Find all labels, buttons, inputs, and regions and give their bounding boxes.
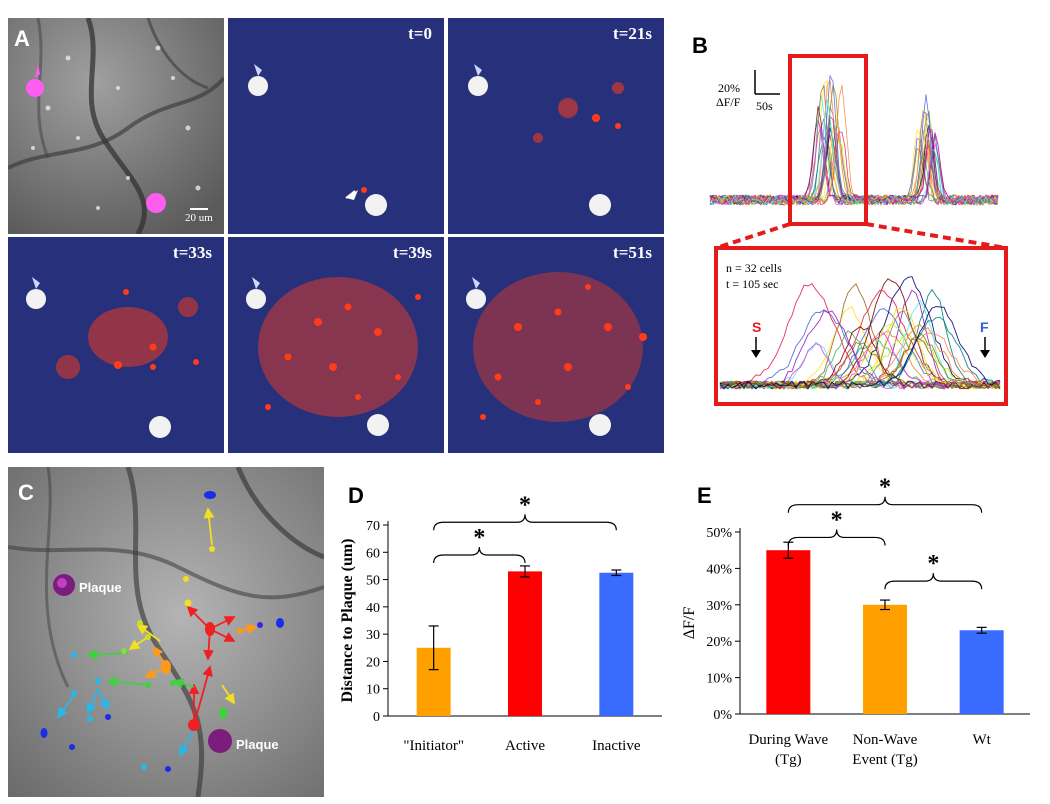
y-tick-label: 20 <box>366 655 380 670</box>
scale-bar-label: 20 um <box>185 212 213 224</box>
significance-star: * <box>519 492 531 518</box>
significance-star: * <box>831 507 843 533</box>
zoom-traces <box>719 276 1001 390</box>
x-category-label: Wt <box>973 732 992 748</box>
significance-bracket <box>787 496 983 513</box>
timepoint-label: t=51s <box>613 243 652 262</box>
y-tick-label: 30 <box>366 628 380 643</box>
start-arrow-head <box>751 350 761 358</box>
zoom-connector-right <box>865 222 1007 250</box>
cell-markers <box>40 491 284 772</box>
plaque-marker <box>26 79 44 97</box>
timepoint-label: t=21s <box>613 24 652 43</box>
selection-box <box>788 54 868 226</box>
duration-label: t = 105 sec <box>726 277 778 291</box>
start-label: S <box>752 319 761 335</box>
y-tick-label: 0% <box>713 708 732 723</box>
x-category-label: Non-Wave <box>853 732 918 748</box>
scale-y-unit: ΔF/F <box>716 95 741 109</box>
panel-c-wave-map: Plaque Plaque <box>8 467 324 797</box>
panel-letter-b: B <box>692 33 708 58</box>
timepoint-label: t=0 <box>408 24 432 43</box>
panel-a-reference-image: 20 um <box>8 18 224 234</box>
y-tick-label: 30% <box>706 599 732 614</box>
significance-star: * <box>927 551 939 577</box>
significance-bracket <box>433 546 526 564</box>
y-axis-label: ΔF/F <box>681 607 698 640</box>
y-tick-label: 40 <box>366 601 380 616</box>
overview-traces <box>709 74 999 207</box>
timepoint-label: t=33s <box>173 243 212 262</box>
timelapse-frame: t=51s <box>448 237 664 453</box>
y-tick-label: 70 <box>366 519 380 534</box>
plaque-marker <box>146 193 166 213</box>
y-tick-label: 0 <box>373 710 380 725</box>
panel-letter-e: E <box>697 483 712 508</box>
scale-x-label: 50s <box>756 99 773 113</box>
x-category-label: (Tg) <box>775 752 802 768</box>
x-category-label: "Initiator" <box>403 738 464 754</box>
bar <box>508 571 542 716</box>
bar <box>959 630 1004 714</box>
bar <box>766 550 811 714</box>
y-tick-label: 10 <box>366 683 380 698</box>
significance-bracket <box>787 529 886 546</box>
x-category-label: Inactive <box>592 738 641 754</box>
bar <box>863 604 907 714</box>
y-tick-label: 40% <box>706 562 732 577</box>
y-tick-label: 20% <box>706 635 732 650</box>
x-category-label: Event (Tg) <box>852 752 917 768</box>
y-axis-label: Distance to Plaque (um) <box>339 539 356 703</box>
significance-star: * <box>879 475 891 501</box>
timepoint-label: t=39s <box>393 243 432 262</box>
error-bar <box>880 599 890 611</box>
zoom-connector-left <box>715 222 791 250</box>
x-category-label: During Wave <box>748 732 828 748</box>
significance-star: * <box>473 525 485 551</box>
panel-letter-a: A <box>14 26 30 51</box>
y-tick-label: 50% <box>706 526 732 541</box>
scale-y-label: 20% <box>718 81 740 95</box>
timelapse-frame: t=33s <box>8 237 224 453</box>
error-bar <box>611 569 622 577</box>
distance-bar-chart: 0 10 20 30 40 50 60 70 Distance to Plaque (um) "I… <box>339 492 662 754</box>
grayscale-micrograph <box>8 18 224 234</box>
finish-arrow-head <box>980 350 990 358</box>
timelapse-frame: t=0 <box>228 18 444 234</box>
y-tick-label: 50 <box>366 574 380 589</box>
bar <box>599 572 634 716</box>
timelapse-frame: t=39s <box>228 237 444 453</box>
significance-bracket <box>884 573 983 590</box>
finish-label: F <box>980 319 989 335</box>
cell-count-label: n = 32 cells <box>726 261 782 275</box>
panel-letter-d: D <box>348 483 364 508</box>
y-tick-label: 60 <box>366 546 380 561</box>
error-bar <box>976 626 987 634</box>
panel-letter-c: C <box>18 480 34 505</box>
plaque-marker <box>53 574 75 596</box>
plaque-label: Plaque <box>236 737 279 752</box>
calcium-traces-figure: 20% ΔF/F 50s n = 32 cells t = 105 sec S … <box>709 54 1008 406</box>
dff-bar-chart: 0% 10% 20% 30% 40% 50% ΔF/F During Wave (Tg) Non-… <box>681 475 1030 768</box>
x-category-label: Active <box>505 738 545 754</box>
timelapse-frame: t=21s <box>448 18 664 234</box>
plaque-marker <box>208 729 232 753</box>
error-bar <box>428 625 439 671</box>
y-tick-label: 10% <box>706 672 732 687</box>
error-bar <box>520 565 530 578</box>
plaque-label: Plaque <box>79 580 122 595</box>
